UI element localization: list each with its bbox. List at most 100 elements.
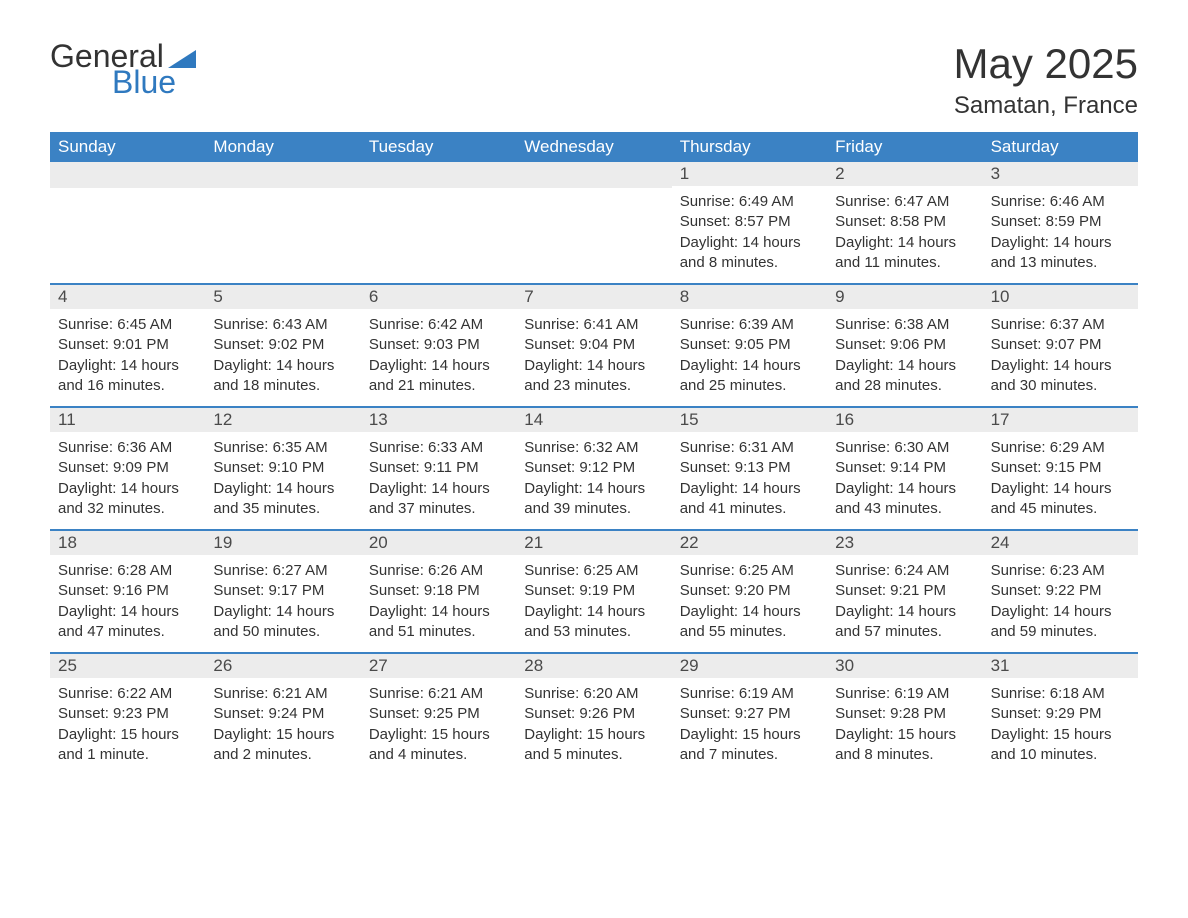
- daylight-text: Daylight: 14 hours and 55 minutes.: [680, 602, 819, 643]
- weekday-header: Wednesday: [516, 132, 671, 162]
- week-row: 25Sunrise: 6:22 AMSunset: 9:23 PMDayligh…: [50, 652, 1138, 775]
- day-cell: 31Sunrise: 6:18 AMSunset: 9:29 PMDayligh…: [983, 654, 1138, 775]
- day-number: 2: [827, 162, 982, 186]
- sunrise-text: Sunrise: 6:29 AM: [991, 438, 1130, 458]
- sunrise-text: Sunrise: 6:43 AM: [213, 315, 352, 335]
- daylight-text: Daylight: 14 hours and 43 minutes.: [835, 479, 974, 520]
- day-cell: 24Sunrise: 6:23 AMSunset: 9:22 PMDayligh…: [983, 531, 1138, 652]
- day-cell: 29Sunrise: 6:19 AMSunset: 9:27 PMDayligh…: [672, 654, 827, 775]
- sunrise-text: Sunrise: 6:27 AM: [213, 561, 352, 581]
- sunrise-text: Sunrise: 6:47 AM: [835, 192, 974, 212]
- day-details: Sunrise: 6:29 AMSunset: 9:15 PMDaylight:…: [983, 432, 1138, 529]
- day-details: Sunrise: 6:23 AMSunset: 9:22 PMDaylight:…: [983, 555, 1138, 652]
- day-cell: 25Sunrise: 6:22 AMSunset: 9:23 PMDayligh…: [50, 654, 205, 775]
- day-number: 21: [516, 531, 671, 555]
- day-number: 28: [516, 654, 671, 678]
- sunset-text: Sunset: 9:12 PM: [524, 458, 663, 478]
- sunrise-text: Sunrise: 6:41 AM: [524, 315, 663, 335]
- sunrise-text: Sunrise: 6:21 AM: [369, 684, 508, 704]
- day-details: Sunrise: 6:36 AMSunset: 9:09 PMDaylight:…: [50, 432, 205, 529]
- sunrise-text: Sunrise: 6:21 AM: [213, 684, 352, 704]
- sunrise-text: Sunrise: 6:37 AM: [991, 315, 1130, 335]
- sunset-text: Sunset: 9:09 PM: [58, 458, 197, 478]
- day-cell: 3Sunrise: 6:46 AMSunset: 8:59 PMDaylight…: [983, 162, 1138, 283]
- day-number: 17: [983, 408, 1138, 432]
- sunrise-text: Sunrise: 6:30 AM: [835, 438, 974, 458]
- day-cell: 10Sunrise: 6:37 AMSunset: 9:07 PMDayligh…: [983, 285, 1138, 406]
- day-details: Sunrise: 6:20 AMSunset: 9:26 PMDaylight:…: [516, 678, 671, 775]
- day-details: Sunrise: 6:30 AMSunset: 9:14 PMDaylight:…: [827, 432, 982, 529]
- sunset-text: Sunset: 9:13 PM: [680, 458, 819, 478]
- day-cell: 12Sunrise: 6:35 AMSunset: 9:10 PMDayligh…: [205, 408, 360, 529]
- empty-day-header: [361, 162, 516, 188]
- sunrise-text: Sunrise: 6:36 AM: [58, 438, 197, 458]
- day-details: Sunrise: 6:49 AMSunset: 8:57 PMDaylight:…: [672, 186, 827, 283]
- daylight-text: Daylight: 15 hours and 2 minutes.: [213, 725, 352, 766]
- day-cell: 22Sunrise: 6:25 AMSunset: 9:20 PMDayligh…: [672, 531, 827, 652]
- day-number: 12: [205, 408, 360, 432]
- day-number: 30: [827, 654, 982, 678]
- location-label: Samatan, France: [954, 92, 1138, 120]
- daylight-text: Daylight: 14 hours and 37 minutes.: [369, 479, 508, 520]
- day-cell: 19Sunrise: 6:27 AMSunset: 9:17 PMDayligh…: [205, 531, 360, 652]
- day-cell: 8Sunrise: 6:39 AMSunset: 9:05 PMDaylight…: [672, 285, 827, 406]
- day-details: Sunrise: 6:39 AMSunset: 9:05 PMDaylight:…: [672, 309, 827, 406]
- day-number: 27: [361, 654, 516, 678]
- daylight-text: Daylight: 14 hours and 39 minutes.: [524, 479, 663, 520]
- sunrise-text: Sunrise: 6:23 AM: [991, 561, 1130, 581]
- day-details: Sunrise: 6:28 AMSunset: 9:16 PMDaylight:…: [50, 555, 205, 652]
- weekday-header: Friday: [827, 132, 982, 162]
- day-details: Sunrise: 6:37 AMSunset: 9:07 PMDaylight:…: [983, 309, 1138, 406]
- daylight-text: Daylight: 15 hours and 10 minutes.: [991, 725, 1130, 766]
- daylight-text: Daylight: 14 hours and 47 minutes.: [58, 602, 197, 643]
- sunset-text: Sunset: 8:59 PM: [991, 212, 1130, 232]
- sunset-text: Sunset: 9:17 PM: [213, 581, 352, 601]
- day-number: 15: [672, 408, 827, 432]
- day-cell: 4Sunrise: 6:45 AMSunset: 9:01 PMDaylight…: [50, 285, 205, 406]
- sunset-text: Sunset: 9:16 PM: [58, 581, 197, 601]
- weekday-header: Thursday: [672, 132, 827, 162]
- day-cell: [516, 162, 671, 283]
- sunset-text: Sunset: 9:07 PM: [991, 335, 1130, 355]
- sunrise-text: Sunrise: 6:46 AM: [991, 192, 1130, 212]
- logo: General Blue: [50, 40, 196, 98]
- day-number: 16: [827, 408, 982, 432]
- sunset-text: Sunset: 9:27 PM: [680, 704, 819, 724]
- day-details: Sunrise: 6:43 AMSunset: 9:02 PMDaylight:…: [205, 309, 360, 406]
- day-number: 18: [50, 531, 205, 555]
- day-cell: 7Sunrise: 6:41 AMSunset: 9:04 PMDaylight…: [516, 285, 671, 406]
- daylight-text: Daylight: 14 hours and 41 minutes.: [680, 479, 819, 520]
- sunrise-text: Sunrise: 6:26 AM: [369, 561, 508, 581]
- empty-day-header: [205, 162, 360, 188]
- day-details: Sunrise: 6:31 AMSunset: 9:13 PMDaylight:…: [672, 432, 827, 529]
- day-number: 23: [827, 531, 982, 555]
- sunset-text: Sunset: 9:15 PM: [991, 458, 1130, 478]
- day-details: Sunrise: 6:32 AMSunset: 9:12 PMDaylight:…: [516, 432, 671, 529]
- day-cell: 11Sunrise: 6:36 AMSunset: 9:09 PMDayligh…: [50, 408, 205, 529]
- day-cell: [50, 162, 205, 283]
- sunset-text: Sunset: 9:18 PM: [369, 581, 508, 601]
- day-cell: 16Sunrise: 6:30 AMSunset: 9:14 PMDayligh…: [827, 408, 982, 529]
- weekday-header: Monday: [205, 132, 360, 162]
- sunrise-text: Sunrise: 6:20 AM: [524, 684, 663, 704]
- day-number: 10: [983, 285, 1138, 309]
- day-number: 8: [672, 285, 827, 309]
- sunrise-text: Sunrise: 6:33 AM: [369, 438, 508, 458]
- sunrise-text: Sunrise: 6:24 AM: [835, 561, 974, 581]
- sunrise-text: Sunrise: 6:32 AM: [524, 438, 663, 458]
- day-number: 4: [50, 285, 205, 309]
- day-details: Sunrise: 6:35 AMSunset: 9:10 PMDaylight:…: [205, 432, 360, 529]
- day-details: Sunrise: 6:24 AMSunset: 9:21 PMDaylight:…: [827, 555, 982, 652]
- day-cell: [361, 162, 516, 283]
- daylight-text: Daylight: 14 hours and 32 minutes.: [58, 479, 197, 520]
- daylight-text: Daylight: 15 hours and 5 minutes.: [524, 725, 663, 766]
- daylight-text: Daylight: 14 hours and 45 minutes.: [991, 479, 1130, 520]
- day-details: Sunrise: 6:38 AMSunset: 9:06 PMDaylight:…: [827, 309, 982, 406]
- day-details: Sunrise: 6:22 AMSunset: 9:23 PMDaylight:…: [50, 678, 205, 775]
- day-cell: 14Sunrise: 6:32 AMSunset: 9:12 PMDayligh…: [516, 408, 671, 529]
- sunset-text: Sunset: 9:29 PM: [991, 704, 1130, 724]
- day-details: Sunrise: 6:47 AMSunset: 8:58 PMDaylight:…: [827, 186, 982, 283]
- day-number: 26: [205, 654, 360, 678]
- day-details: Sunrise: 6:21 AMSunset: 9:25 PMDaylight:…: [361, 678, 516, 775]
- sunset-text: Sunset: 9:10 PM: [213, 458, 352, 478]
